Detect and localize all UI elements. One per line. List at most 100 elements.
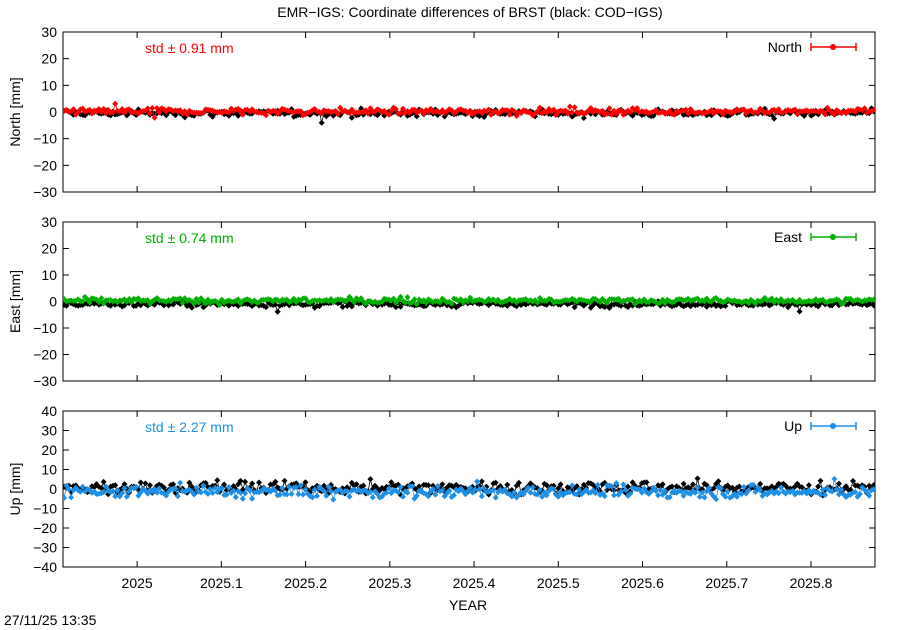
y-tick-label: 40 (41, 403, 57, 419)
data-point (237, 489, 244, 496)
data-point (386, 485, 392, 492)
data-point (272, 478, 279, 485)
data-point (100, 489, 107, 496)
data-point (819, 486, 826, 493)
data-point (334, 111, 341, 118)
data-point (861, 105, 868, 112)
data-point (399, 493, 406, 500)
series-cod (63, 105, 875, 126)
data-point (237, 477, 244, 484)
data-point (478, 493, 485, 500)
data-point (757, 487, 764, 494)
data-point (263, 112, 269, 119)
data-point (569, 482, 576, 489)
data-point (63, 296, 68, 303)
series-emr (63, 293, 875, 308)
data-point (557, 481, 564, 488)
data-point (571, 304, 578, 311)
data-point (172, 485, 179, 492)
data-point (369, 494, 376, 501)
data-point (717, 485, 724, 492)
data-point (70, 106, 77, 113)
data-point (360, 482, 367, 489)
data-point (174, 493, 181, 500)
data-point (177, 479, 184, 486)
legend-marker (830, 234, 836, 240)
data-point (678, 488, 685, 495)
data-point (314, 493, 320, 499)
data-point (119, 490, 126, 497)
panel-east: 30 20 10 0 −10 −20 −30 East [mm] std ± 0.74 mm Ea… (7, 214, 876, 389)
data-point (112, 493, 119, 500)
data-point (339, 304, 346, 310)
data-point (831, 476, 838, 482)
data-point (448, 300, 455, 307)
data-point (386, 111, 392, 118)
y-axis-label: East [mm] (7, 270, 23, 333)
data-point (402, 299, 409, 306)
data-point (209, 490, 216, 496)
y-tick-label: 30 (41, 214, 57, 230)
data-point (669, 483, 675, 490)
data-point (724, 488, 731, 495)
data-point (413, 113, 420, 120)
data-point (302, 479, 309, 486)
data-point (652, 487, 659, 494)
data-point (195, 299, 202, 306)
panel-up: 40 30 20 10 0 −10 −20 −30 −40 2025 2025.1 2025.2 202… (7, 403, 876, 591)
data-point (629, 296, 636, 303)
data-point (344, 488, 351, 495)
data-point (713, 496, 720, 503)
data-point (439, 487, 446, 494)
x-tick-label: 2025.5 (537, 575, 580, 591)
data-point (142, 480, 149, 487)
y-tick-label: 20 (41, 241, 57, 257)
data-point (870, 302, 875, 309)
data-point (212, 484, 218, 491)
y-tick-label: 10 (41, 462, 57, 478)
data-point (235, 296, 242, 303)
data-point (682, 106, 689, 113)
data-point (634, 105, 641, 112)
data-point (680, 480, 687, 487)
legend-label: North (768, 39, 802, 55)
data-point (172, 112, 179, 119)
data-point (701, 494, 708, 501)
series-emr (63, 476, 875, 503)
data-point (109, 109, 116, 116)
data-point (464, 298, 471, 305)
data-point (425, 482, 432, 489)
data-point (805, 482, 812, 489)
data-point (710, 485, 717, 492)
std-label: std ± 0.74 mm (145, 230, 234, 246)
data-point (328, 488, 334, 495)
data-point (536, 104, 543, 111)
data-point (293, 484, 300, 491)
data-point (399, 105, 406, 112)
data-point (699, 489, 706, 496)
data-point (65, 486, 72, 493)
data-point (840, 299, 847, 306)
data-point (478, 478, 485, 485)
data-point (79, 298, 86, 305)
data-point (666, 494, 673, 501)
data-point (671, 111, 678, 118)
data-point (622, 487, 629, 493)
data-point (288, 491, 295, 497)
data-point (627, 490, 634, 497)
data-point (706, 485, 713, 491)
data-point (256, 479, 262, 486)
data-point (283, 491, 290, 498)
data-point (272, 487, 279, 494)
data-point (527, 489, 534, 496)
data-point (437, 299, 443, 306)
data-point (534, 299, 541, 306)
data-point (529, 484, 536, 491)
data-point (137, 302, 144, 309)
data-point (163, 492, 170, 499)
legend-marker (830, 44, 836, 50)
data-point (564, 110, 571, 117)
data-point (202, 300, 209, 307)
y-tick-label: −20 (33, 347, 57, 363)
data-point (263, 304, 269, 311)
